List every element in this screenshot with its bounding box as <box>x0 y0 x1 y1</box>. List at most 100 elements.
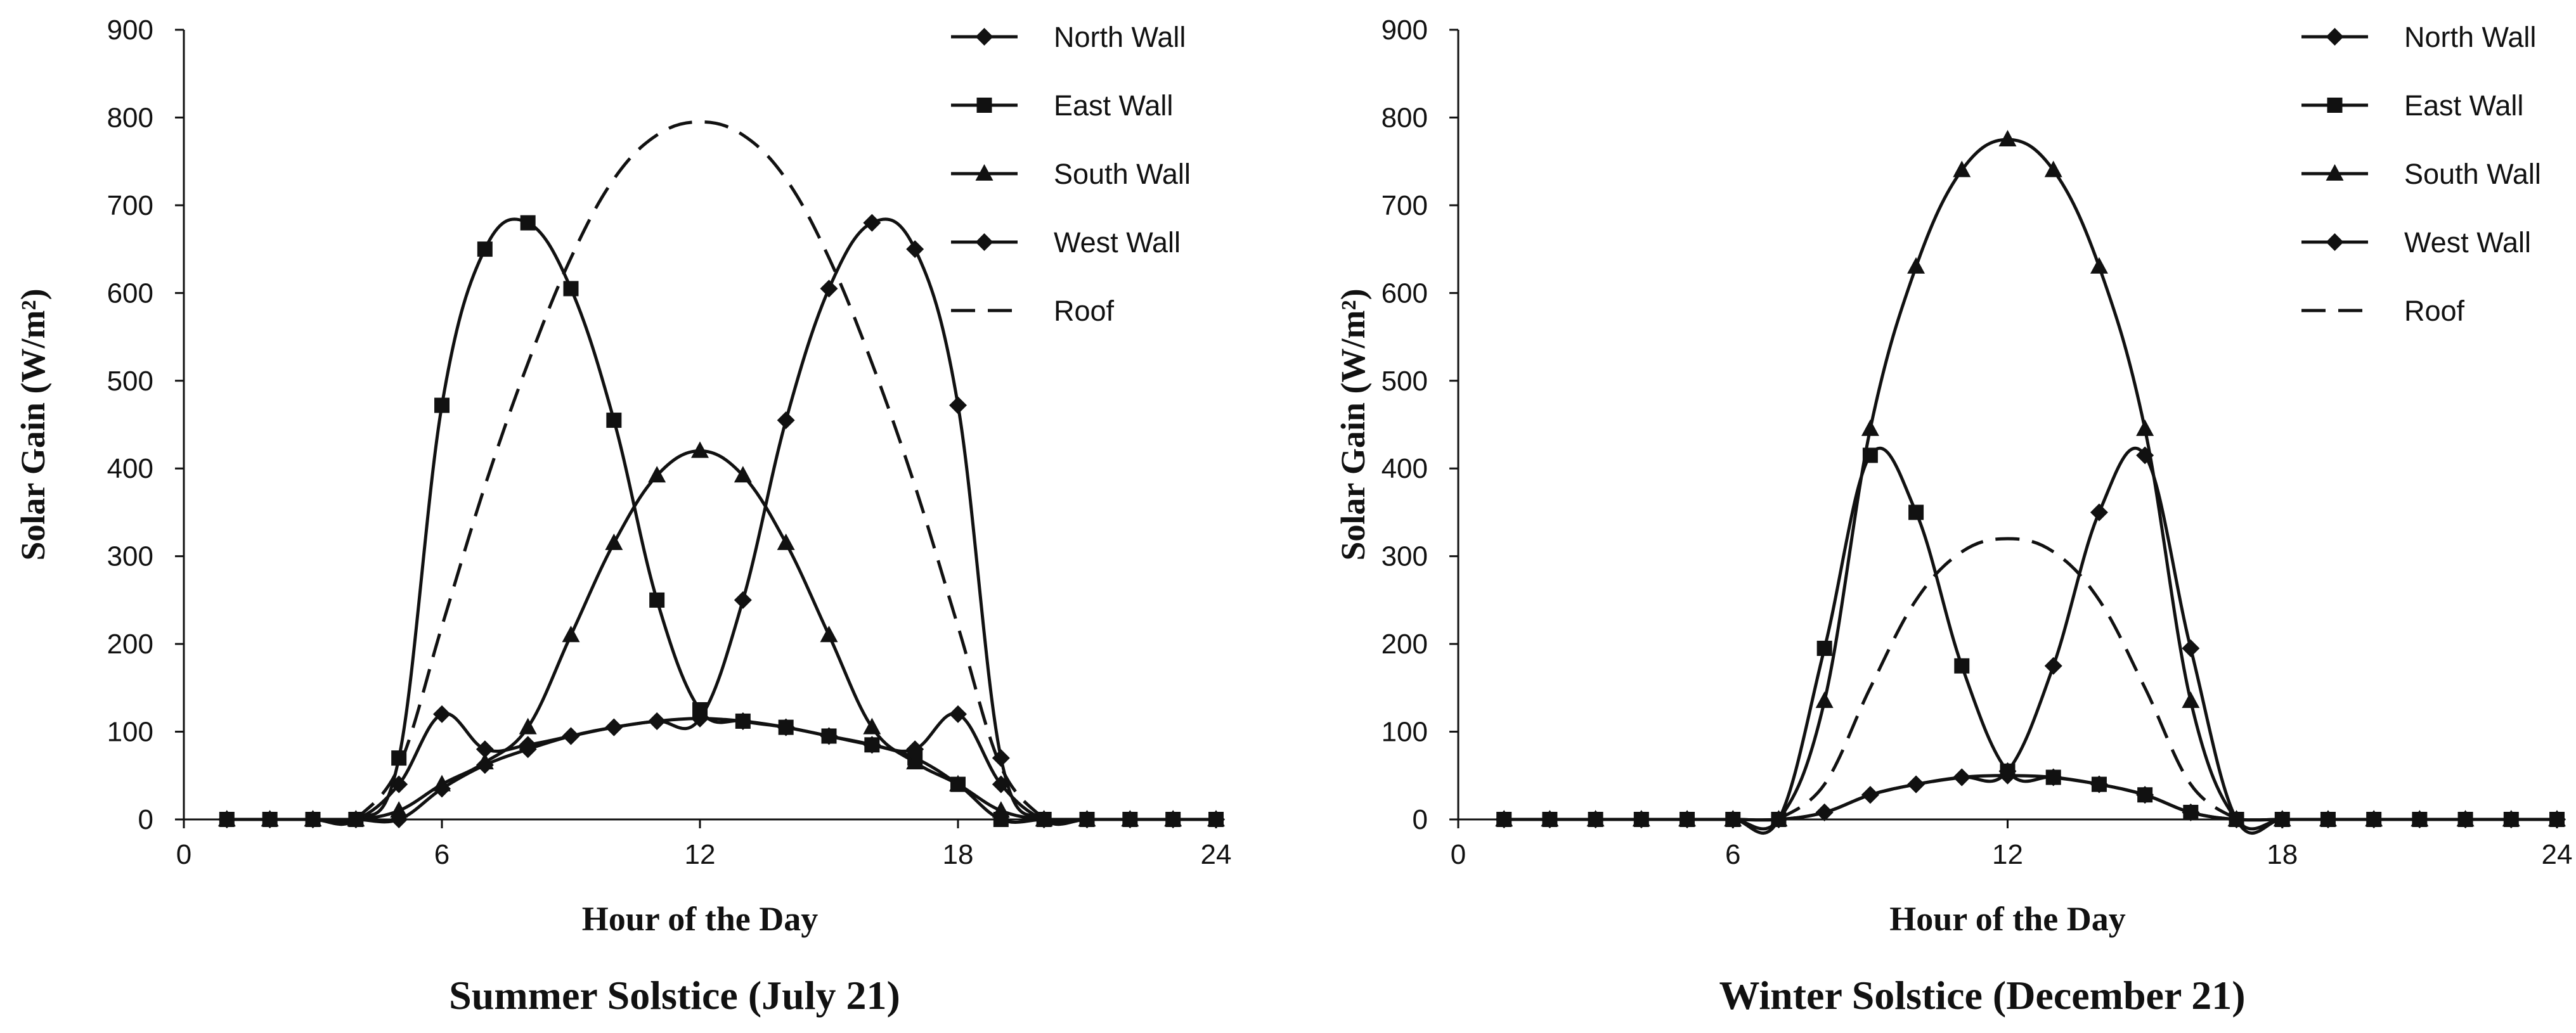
data-point <box>1164 811 1182 828</box>
legend-marker <box>2327 98 2343 113</box>
data-point <box>1954 658 1970 674</box>
data-point <box>1078 811 1096 828</box>
x-tick-label: 0 <box>176 839 191 870</box>
data-point <box>949 774 967 792</box>
data-point <box>1998 762 2017 780</box>
data-point <box>2182 691 2200 709</box>
legend-entry: Roof <box>951 295 1115 327</box>
data-point <box>820 279 838 298</box>
y-tick-label: 600 <box>107 278 153 309</box>
data-point <box>562 626 580 643</box>
data-point <box>1632 811 1650 828</box>
chart-caption: Summer Solstice (July 21) <box>449 973 900 1018</box>
data-point <box>1998 130 2017 147</box>
x-tick-label: 18 <box>943 839 974 870</box>
x-tick-label: 24 <box>1201 839 1232 870</box>
data-point <box>304 811 322 828</box>
data-point <box>1541 811 1559 828</box>
data-point <box>734 591 752 609</box>
y-tick-label: 200 <box>1382 629 1428 660</box>
y-tick-label: 800 <box>1382 102 1428 133</box>
legend-entry: South Wall <box>951 158 1191 190</box>
y-tick-label: 700 <box>1382 190 1428 221</box>
data-point <box>476 740 494 759</box>
legend-label: West Wall <box>2404 226 2531 259</box>
data-point <box>949 396 967 414</box>
data-point <box>477 241 493 257</box>
data-point <box>906 753 924 770</box>
legend-label: Roof <box>1054 295 1115 327</box>
data-point <box>1861 786 1879 804</box>
y-tick-label: 400 <box>1382 453 1428 484</box>
data-point <box>2090 257 2108 274</box>
data-point <box>2411 811 2429 828</box>
x-tick-label: 12 <box>1992 839 2023 870</box>
legend-entry: Roof <box>2301 295 2465 327</box>
legend-entry: East Wall <box>2301 89 2523 122</box>
legend-entry: North Wall <box>951 21 1186 53</box>
y-tick-label: 900 <box>107 15 153 46</box>
y-tick-label: 900 <box>1382 15 1428 46</box>
data-point <box>2182 639 2200 658</box>
data-point <box>1815 691 1834 709</box>
winter-chart: 0 100 200 300 400 500 600 700 800 900 0 6 12 18 24 Hour… <box>1334 15 2572 1018</box>
data-point <box>1586 811 1605 828</box>
legend-label: Roof <box>2404 295 2465 327</box>
legend-marker <box>2326 28 2344 46</box>
data-point <box>864 737 880 753</box>
data-point <box>1907 257 1926 274</box>
y-tick-label: 0 <box>138 804 153 835</box>
y-tick-label: 300 <box>1382 541 1428 572</box>
data-point <box>863 214 881 232</box>
legend-entry: West Wall <box>2301 226 2531 259</box>
data-point <box>777 411 795 430</box>
legend-entry: South Wall <box>2301 158 2541 190</box>
y-tick-label: 300 <box>107 541 153 572</box>
y-tick-label: 400 <box>107 453 153 484</box>
legend-label: North Wall <box>1054 21 1186 53</box>
data-point <box>1908 504 1924 520</box>
data-point <box>261 811 279 828</box>
legend-marker <box>975 164 994 181</box>
data-point <box>992 801 1010 818</box>
data-point <box>433 780 451 798</box>
data-point <box>390 811 408 828</box>
data-point <box>2319 811 2337 828</box>
legend-label: West Wall <box>1054 226 1181 259</box>
y-tick-label: 500 <box>107 366 153 397</box>
data-point <box>605 533 623 550</box>
y-axis-label: Solar Gain (W/m²) <box>1334 288 1372 560</box>
data-point <box>2044 160 2062 177</box>
data-point <box>2548 811 2566 828</box>
x-tick-label: 6 <box>434 839 450 870</box>
data-point <box>648 712 666 730</box>
data-point <box>1953 160 1971 177</box>
data-point <box>1495 811 1513 828</box>
data-point <box>1907 775 1926 793</box>
data-point <box>434 397 450 413</box>
x-tick-label: 24 <box>2542 839 2573 870</box>
y-tick-label: 100 <box>107 717 153 748</box>
data-point <box>2090 503 2108 522</box>
data-point <box>820 626 838 643</box>
x-tick-label: 12 <box>685 839 716 870</box>
data-point <box>2273 811 2291 828</box>
y-tick-label: 100 <box>1382 717 1428 748</box>
data-point <box>2136 446 2154 465</box>
data-point <box>1678 811 1697 828</box>
data-point <box>2183 804 2199 820</box>
data-point <box>606 413 622 428</box>
data-point <box>863 717 881 735</box>
legend-marker <box>976 98 992 113</box>
data-point <box>2136 419 2154 436</box>
legend-marker <box>975 233 994 251</box>
y-tick-label: 200 <box>107 629 153 660</box>
data-point <box>821 728 837 744</box>
data-point <box>1207 811 1225 828</box>
data-point <box>519 717 537 735</box>
y-tick-label: 800 <box>107 102 153 133</box>
legend-entry: West Wall <box>951 226 1181 259</box>
data-point <box>1121 811 1139 828</box>
data-point <box>2365 811 2383 828</box>
x-tick-label: 18 <box>2267 839 2298 870</box>
